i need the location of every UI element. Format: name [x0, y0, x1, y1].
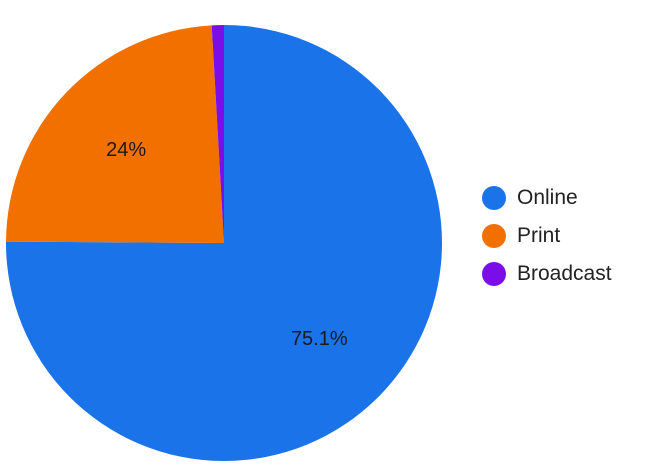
slice-label-print: 24%	[106, 139, 146, 161]
legend-swatch	[482, 186, 506, 210]
pie-slice-print	[6, 25, 224, 243]
legend-swatch	[482, 224, 506, 248]
pie-slice-broadcast	[211, 25, 224, 243]
legend-label: Online	[517, 186, 578, 209]
legend-label: Print	[517, 224, 561, 247]
legend-item-broadcast: Broadcast	[482, 262, 612, 286]
legend-item-online: Online	[482, 186, 612, 210]
legend-item-print: Print	[482, 224, 612, 248]
chart-legend: Online Print Broadcast	[482, 186, 612, 300]
pie-slice-online	[5, 25, 442, 461]
legend-swatch	[482, 262, 506, 286]
legend-label: Broadcast	[517, 262, 612, 285]
slice-label-online: 75.1%	[291, 328, 348, 350]
